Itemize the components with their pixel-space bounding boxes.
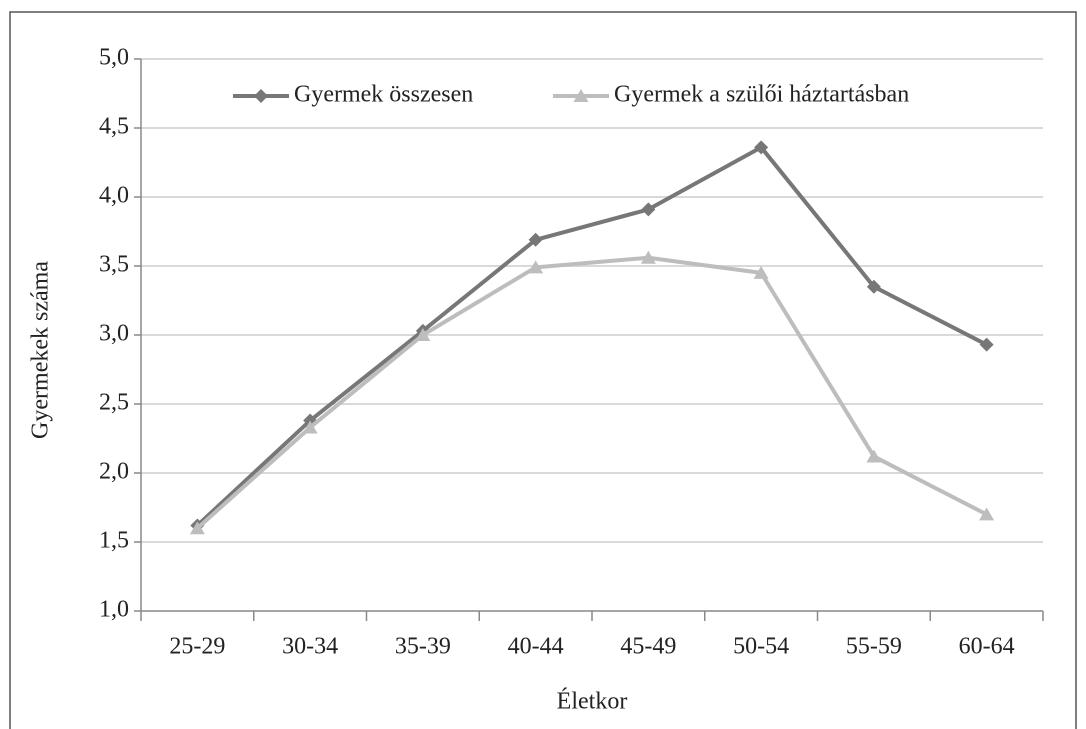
marker — [641, 202, 656, 217]
marker — [754, 140, 769, 155]
marker — [640, 250, 656, 264]
y-tick-label: 2,5 — [99, 390, 129, 416]
y-tick-label: 1,0 — [99, 597, 129, 623]
x-tick-label: 55-59 — [846, 634, 902, 660]
x-axis-title: Életkor — [557, 689, 628, 715]
marker — [866, 279, 881, 294]
frame — [9, 11, 1077, 729]
marker — [979, 507, 995, 521]
x-tick-label: 35-39 — [395, 634, 451, 660]
marker — [528, 232, 543, 247]
marker — [189, 521, 205, 535]
y-tick-label: 3,0 — [99, 321, 129, 347]
y-tick-label: 3,5 — [99, 252, 129, 278]
marker — [254, 89, 268, 103]
marker — [415, 328, 431, 341]
x-tick-label: 60-64 — [959, 634, 1015, 660]
marker — [528, 260, 544, 274]
marker — [302, 420, 318, 434]
y-tick-label: 4,5 — [99, 114, 129, 140]
legend-label: Gyermek a szülői háztartásban — [614, 82, 909, 108]
series-line — [196, 145, 988, 527]
marker — [753, 265, 769, 279]
legend-label: Gyermek összesen — [294, 82, 473, 108]
x-tick-label: 50-54 — [733, 634, 789, 660]
marker — [979, 337, 994, 352]
y-tick-label: 5,0 — [99, 45, 129, 71]
x-tick-label: 40-44 — [508, 634, 564, 660]
marker — [866, 449, 882, 463]
y-tick-label: 2,0 — [99, 459, 129, 485]
y-tick-label: 1,5 — [99, 528, 129, 554]
series-line — [196, 255, 988, 530]
y-axis-title: Gyermekek száma — [28, 261, 54, 439]
x-tick-label: 45-49 — [620, 634, 676, 660]
x-tick-label: 25-29 — [169, 634, 225, 660]
x-tick-label: 30-34 — [282, 634, 338, 660]
y-tick-label: 4,0 — [99, 183, 129, 209]
marker — [573, 89, 589, 102]
